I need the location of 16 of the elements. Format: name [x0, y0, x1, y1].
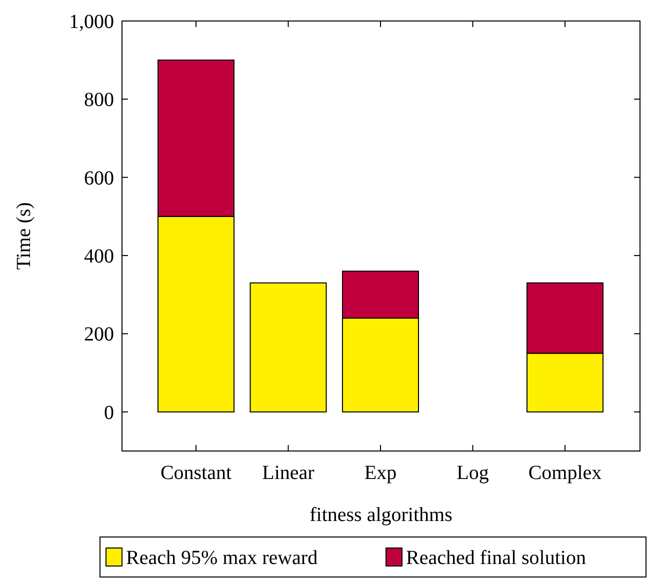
x-tick-label: Constant	[160, 462, 232, 484]
legend-label: Reach 95% max reward	[126, 547, 318, 569]
bar	[250, 282, 327, 412]
x-tick-label: Linear	[262, 462, 315, 484]
legend-label: Reached final solution	[406, 547, 586, 569]
x-tick-label: Log	[456, 462, 489, 484]
y-tick-label: 1,000	[69, 11, 114, 33]
x-axis-title: fitness algorithms	[310, 504, 453, 526]
y-tick-label: 400	[84, 246, 114, 268]
y-axis-title: Time (s)	[13, 202, 35, 270]
y-tick-label: 800	[84, 89, 114, 112]
y-tick-label: 0	[104, 402, 114, 424]
y-tick-label: 200	[84, 324, 114, 346]
x-tick-label: Complex	[528, 462, 602, 484]
y-tick-label: 600	[84, 167, 114, 190]
x-tick-label: Exp	[364, 462, 397, 484]
